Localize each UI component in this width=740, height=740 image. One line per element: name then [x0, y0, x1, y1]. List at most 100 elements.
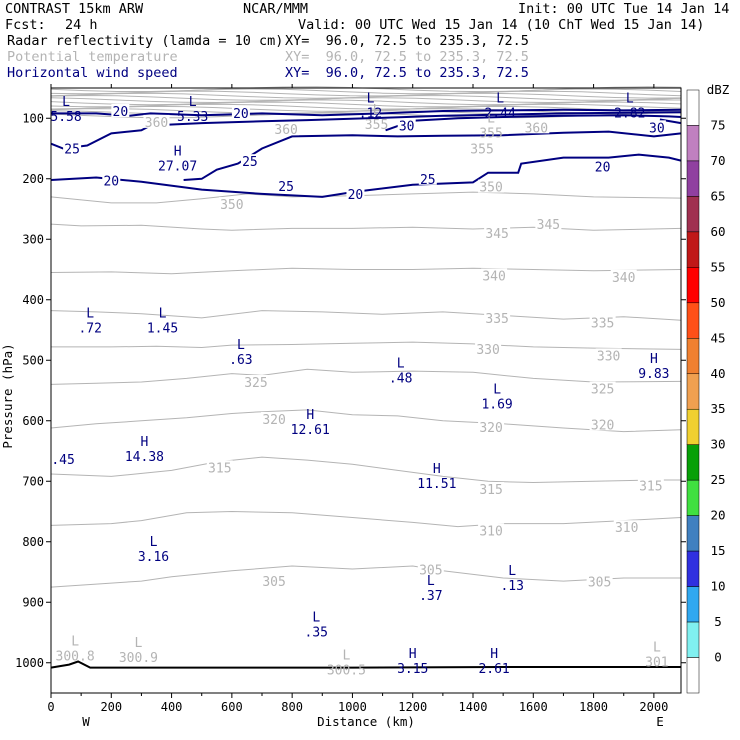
theta-contour-label: 315: [208, 461, 231, 476]
field-name-reflectivity: Radar reflectivity (lamda = 10 cm): [7, 33, 284, 49]
colorbar-label: 5: [714, 614, 722, 629]
wind-contour-label: 25: [278, 180, 294, 195]
theta-contour-label: 320: [262, 413, 285, 428]
theta-contour-label: 345: [485, 227, 508, 242]
theta-contour-line: [50, 310, 682, 321]
theta-contour-label-bg: [478, 482, 505, 496]
theta-contour-label: 315: [479, 483, 502, 498]
theta-contour-label: 320: [591, 418, 614, 433]
colorbar-label: 25: [710, 472, 725, 487]
theta-contour-line: [51, 341, 682, 350]
y-tick-label: 1000: [15, 656, 44, 670]
wind-contour-label: 30: [399, 120, 415, 135]
colorbar-label: 60: [710, 224, 725, 239]
theta-contour-label-bg: [589, 315, 616, 329]
theta-contour-label-bg: [637, 478, 664, 492]
theta-contours: [50, 191, 682, 588]
field-xy-reflectivity: XY= 96.0, 72.5 to 235.3, 72.5: [285, 33, 529, 49]
wind-extremum-marker: L: [150, 535, 158, 550]
east-label: E: [656, 714, 664, 729]
wind-extremum-marker: H: [174, 145, 182, 160]
colorbar-label: 75: [710, 117, 725, 132]
wind-extremum-marker: L: [312, 610, 320, 625]
field-xy-wind: XY= 96.0, 72.5 to 235.3, 72.5: [285, 65, 529, 81]
theta-contour-label: 305: [419, 564, 442, 579]
theta-extremum-marker: L: [342, 649, 350, 664]
x-tick-label: 600: [221, 700, 243, 714]
x-tick-label: 1800: [579, 700, 608, 714]
colorbar-label: 50: [710, 295, 725, 310]
wind-contour-label: 20: [233, 107, 249, 122]
theta-extremum-value: 355: [365, 118, 388, 133]
theta-extremum-marker: L: [487, 111, 495, 126]
theta-contour-label-bg: [242, 375, 269, 389]
wind-extremum-marker: H: [306, 408, 314, 423]
wind-extremum-value: 9.83: [638, 367, 669, 382]
fcst-label: Fcst:: [5, 17, 46, 33]
wind-extremum-marker: L: [62, 95, 70, 110]
theta-contour-label-bg: [261, 411, 288, 425]
colorbar-swatch: [686, 373, 700, 410]
wind-contour-label-bg: [647, 120, 666, 134]
theta-contour-label: 325: [591, 383, 614, 398]
wind-extremum-value: 12.61: [291, 423, 330, 438]
wind-contour-label: 20: [348, 188, 364, 203]
wind-contour-label-bg: [418, 171, 437, 185]
colorbar-swatch: [686, 550, 700, 587]
y-axis-title: Pressure (hPa): [0, 343, 15, 448]
wind-extremum-value: 3.16: [138, 550, 169, 565]
wind-extremum-marker: L: [159, 307, 167, 322]
wind-extremum-value: 3.15: [397, 662, 428, 677]
wind-extremum-value: .37: [419, 589, 442, 604]
wind-contours: [50, 108, 682, 198]
theta-contour-label: 360: [145, 116, 168, 131]
y-tick-label: 600: [22, 414, 44, 428]
theta-contour-label: 330: [597, 349, 620, 364]
model-title: CONTRAST 15km ARW: [5, 1, 144, 17]
theta-extremum-value: 300.9: [119, 651, 158, 666]
wind-extremum-marker: H: [650, 352, 658, 367]
colorbar-swatch: [686, 621, 700, 658]
theta-contour-label-bg: [484, 310, 511, 324]
colorbar-swatch: [686, 196, 700, 233]
field-name-theta: Potential temperature: [7, 49, 178, 65]
theta-extremum-marker: L: [373, 103, 381, 118]
colorbar-swatch: [686, 408, 700, 445]
y-tick-label: 900: [22, 595, 44, 609]
y-tick-label: 400: [22, 293, 44, 307]
theta-contour-label-bg: [478, 523, 505, 537]
theta-contour-label: 335: [591, 317, 614, 332]
init-time: Init: 00 UTC Tue 14 Jan 14: [518, 1, 730, 17]
theta-contour-line: [50, 368, 682, 385]
wind-extremum-value: .72: [78, 322, 101, 337]
theta-contour-label: 350: [479, 181, 502, 196]
theta-extremum-value: 355: [479, 126, 502, 141]
theta-contour-label-bg: [143, 114, 170, 128]
y-tick-label: 700: [22, 474, 44, 488]
wind-extremum-marker: L: [508, 564, 516, 579]
wind-extremum-value: .63: [229, 353, 252, 368]
theta-contour-label: 340: [482, 270, 505, 285]
theta-contour-line: [50, 565, 681, 588]
y-tick-label: 100: [22, 111, 44, 125]
theta-contour-label-bg: [589, 381, 616, 395]
theta-contour-label: 305: [262, 575, 285, 590]
theta-contour-label: 325: [244, 376, 267, 391]
theta-contour-line: [50, 191, 682, 204]
colorbar-label: 10: [710, 579, 725, 594]
colorbar-label: 30: [710, 437, 725, 452]
theta-contour-label-bg: [273, 122, 300, 136]
wind-extremum-marker: H: [409, 647, 417, 662]
axes: 0 200 400 600 800 1000 1200 1400 1600 1800 2000 100…: [15, 84, 686, 714]
wind-extremum-value: 11.51: [417, 477, 456, 492]
colorbar-unit: dBZ: [707, 82, 730, 97]
colorbar-swatch: [686, 302, 700, 339]
colorbar-label: 35: [710, 401, 725, 416]
field-xy-theta: XY= 96.0, 72.5 to 235.3, 72.5: [285, 49, 529, 65]
x-axis-title: Distance (km): [317, 714, 415, 729]
wind-contour-label: 30: [649, 121, 665, 136]
wind-contour-line: [51, 108, 682, 117]
wind-extremum-marker: L: [496, 91, 504, 106]
